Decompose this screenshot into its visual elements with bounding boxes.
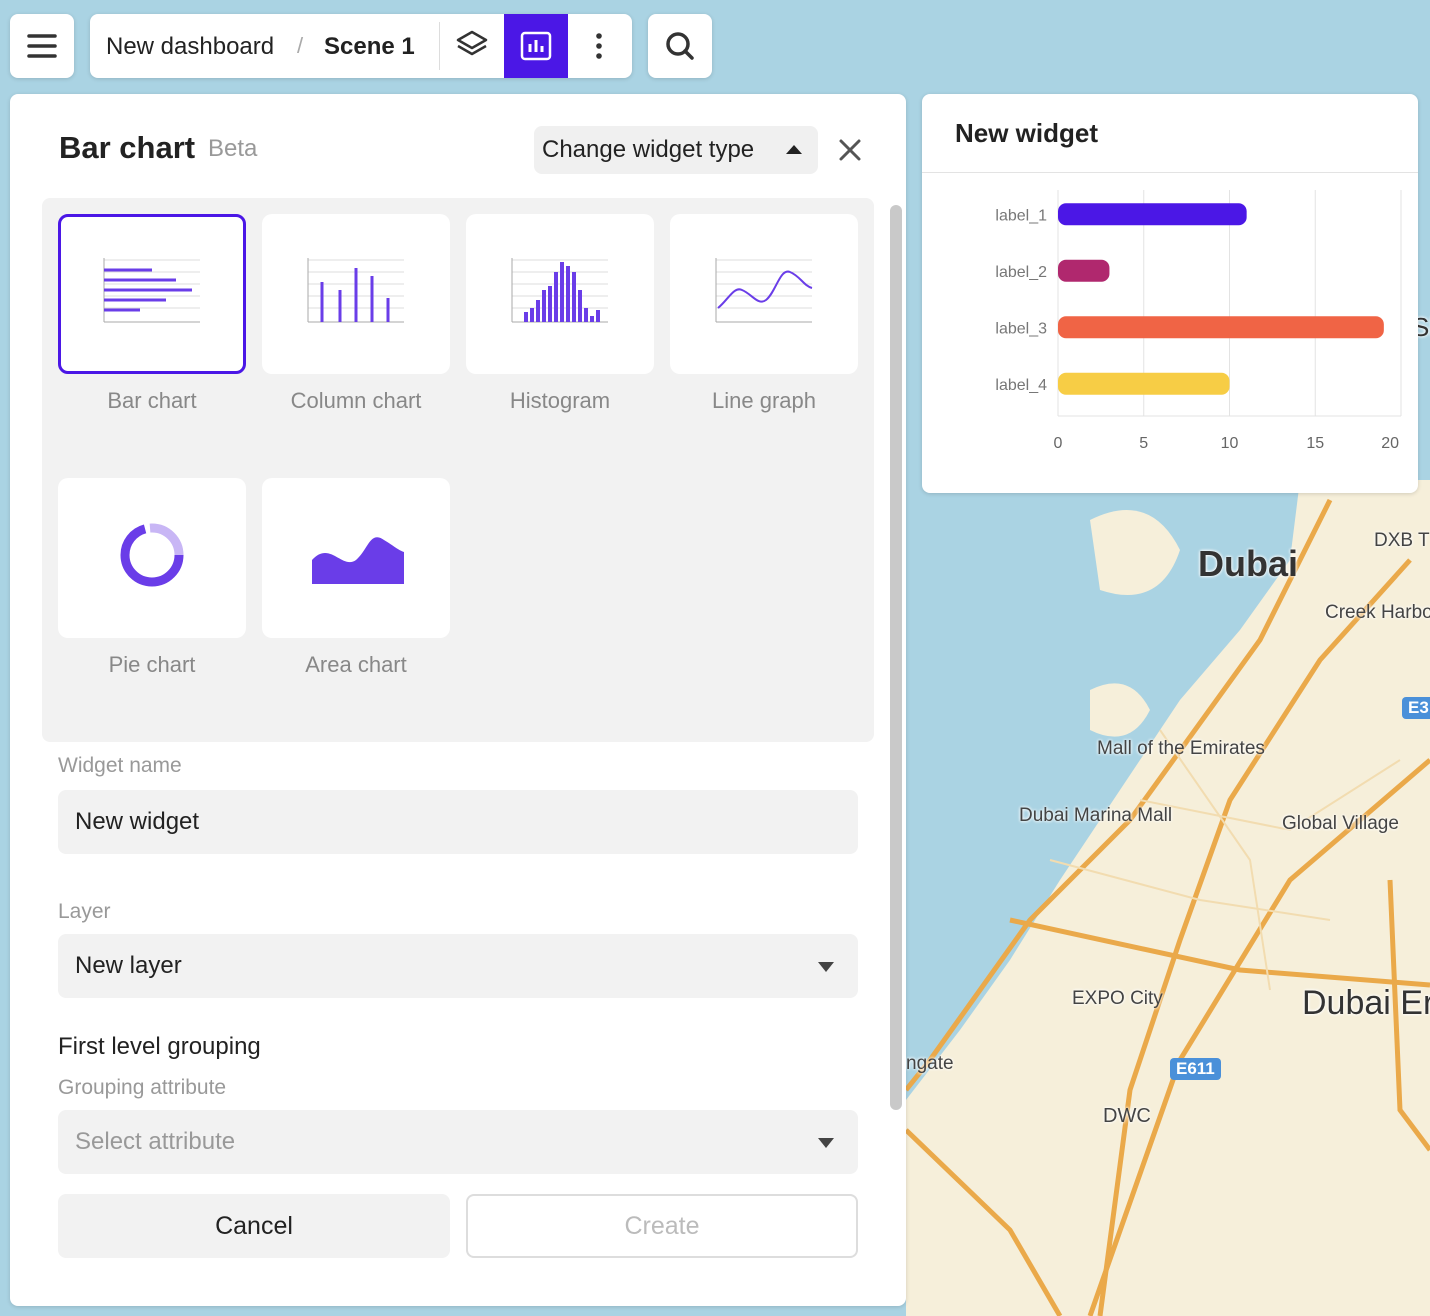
- type-label: Line graph: [712, 388, 816, 413]
- menu-button[interactable]: [10, 14, 74, 78]
- type-label: Pie chart: [108, 652, 196, 677]
- map-label: Dubai: [1198, 543, 1299, 584]
- map-label: Global Village: [1282, 813, 1399, 834]
- bar: [1058, 203, 1247, 226]
- type-card[interactable]: [58, 214, 246, 374]
- y-tick-label: label_3: [995, 320, 1047, 337]
- change-type-text: Change widget type: [542, 136, 755, 163]
- map-label: E611: [1170, 1058, 1221, 1080]
- grouping-select[interactable]: Select attribute: [58, 1110, 858, 1174]
- map-label: DXB T: [1374, 530, 1430, 551]
- divider: [439, 22, 440, 70]
- type-card[interactable]: [466, 214, 654, 374]
- layers-button[interactable]: [440, 14, 504, 78]
- close-button[interactable]: [836, 136, 864, 164]
- map-label: Creek Harbo: [1325, 602, 1430, 623]
- create-button[interactable]: Create: [466, 1194, 858, 1258]
- separator: /: [297, 33, 304, 58]
- x-tick-label: 0: [1054, 435, 1063, 452]
- widget-card: [922, 94, 1418, 493]
- type-label: Bar chart: [107, 388, 197, 413]
- change-type-button[interactable]: Change widget type: [534, 126, 818, 174]
- scene-name[interactable]: Scene 1: [324, 33, 415, 60]
- x-tick-label: 20: [1381, 435, 1399, 452]
- type-card[interactable]: [262, 214, 450, 374]
- map-label: E3: [1402, 697, 1430, 719]
- scrollbar[interactable]: [890, 205, 902, 1110]
- layer-select[interactable]: New layer: [58, 934, 858, 998]
- type-card[interactable]: [262, 478, 450, 638]
- widget-title: New widget: [955, 118, 1099, 148]
- caret-down: [818, 962, 834, 972]
- layer-value: New layer: [75, 952, 182, 979]
- layer-label: Layer: [58, 900, 111, 923]
- bar: [1058, 259, 1110, 282]
- type-card[interactable]: [670, 214, 858, 374]
- type-label: Column chart: [290, 388, 422, 413]
- widget-name-input[interactable]: New widget: [58, 790, 858, 854]
- world-islands: [1090, 510, 1180, 595]
- panel-title: Bar chart: [59, 130, 196, 165]
- map-label: ngate: [906, 1053, 954, 1074]
- palm-island: [1090, 683, 1150, 737]
- caret-down: [818, 1138, 834, 1148]
- bar-chart: 0 5 10 15 20 label_1 label_2 label_3 label_4: [995, 190, 1402, 452]
- grouping-placeholder: Select attribute: [75, 1128, 236, 1155]
- widgets-icon: [520, 31, 552, 61]
- more-button[interactable]: [568, 14, 632, 78]
- x-tick-label: 15: [1306, 435, 1324, 452]
- beta-badge: Beta: [208, 135, 258, 162]
- y-tick-label: label_2: [995, 264, 1047, 281]
- widget-name-label: Widget name: [58, 754, 182, 777]
- map-label: Mall of the Emirates: [1097, 738, 1265, 759]
- bar: [1058, 316, 1384, 339]
- cancel-button[interactable]: Cancel: [58, 1194, 450, 1258]
- caret-up: [786, 145, 802, 154]
- y-tick-label: label_1: [995, 207, 1047, 224]
- map-label: Dubai Er: [1302, 984, 1430, 1022]
- breadcrumb-bar: New dashboard / Scene 1: [90, 14, 632, 78]
- divider: [922, 172, 1418, 173]
- menu-icon: [27, 34, 57, 58]
- widgets-button[interactable]: [504, 14, 568, 78]
- grouping-heading: First level grouping: [58, 1033, 261, 1060]
- type-label: Area chart: [305, 652, 407, 677]
- map-label: EXPO City: [1072, 988, 1163, 1009]
- roads: [904, 498, 1430, 1316]
- x-tick-label: 5: [1139, 435, 1148, 452]
- map-label: Dubai Marina Mall: [1019, 805, 1173, 826]
- bar: [1058, 372, 1230, 395]
- dashboard-name[interactable]: New dashboard: [106, 33, 275, 60]
- type-label: Histogram: [509, 388, 611, 413]
- search-button[interactable]: [648, 14, 712, 78]
- map-label: DWC: [1103, 1105, 1151, 1127]
- grouping-label: Grouping attribute: [58, 1076, 227, 1099]
- x-tick-label: 10: [1221, 435, 1239, 452]
- type-card[interactable]: [58, 478, 246, 638]
- widget-name-value: New widget: [75, 808, 200, 835]
- streets: [1049, 729, 1401, 991]
- y-tick-label: label_4: [995, 377, 1047, 394]
- search-icon: [666, 32, 694, 60]
